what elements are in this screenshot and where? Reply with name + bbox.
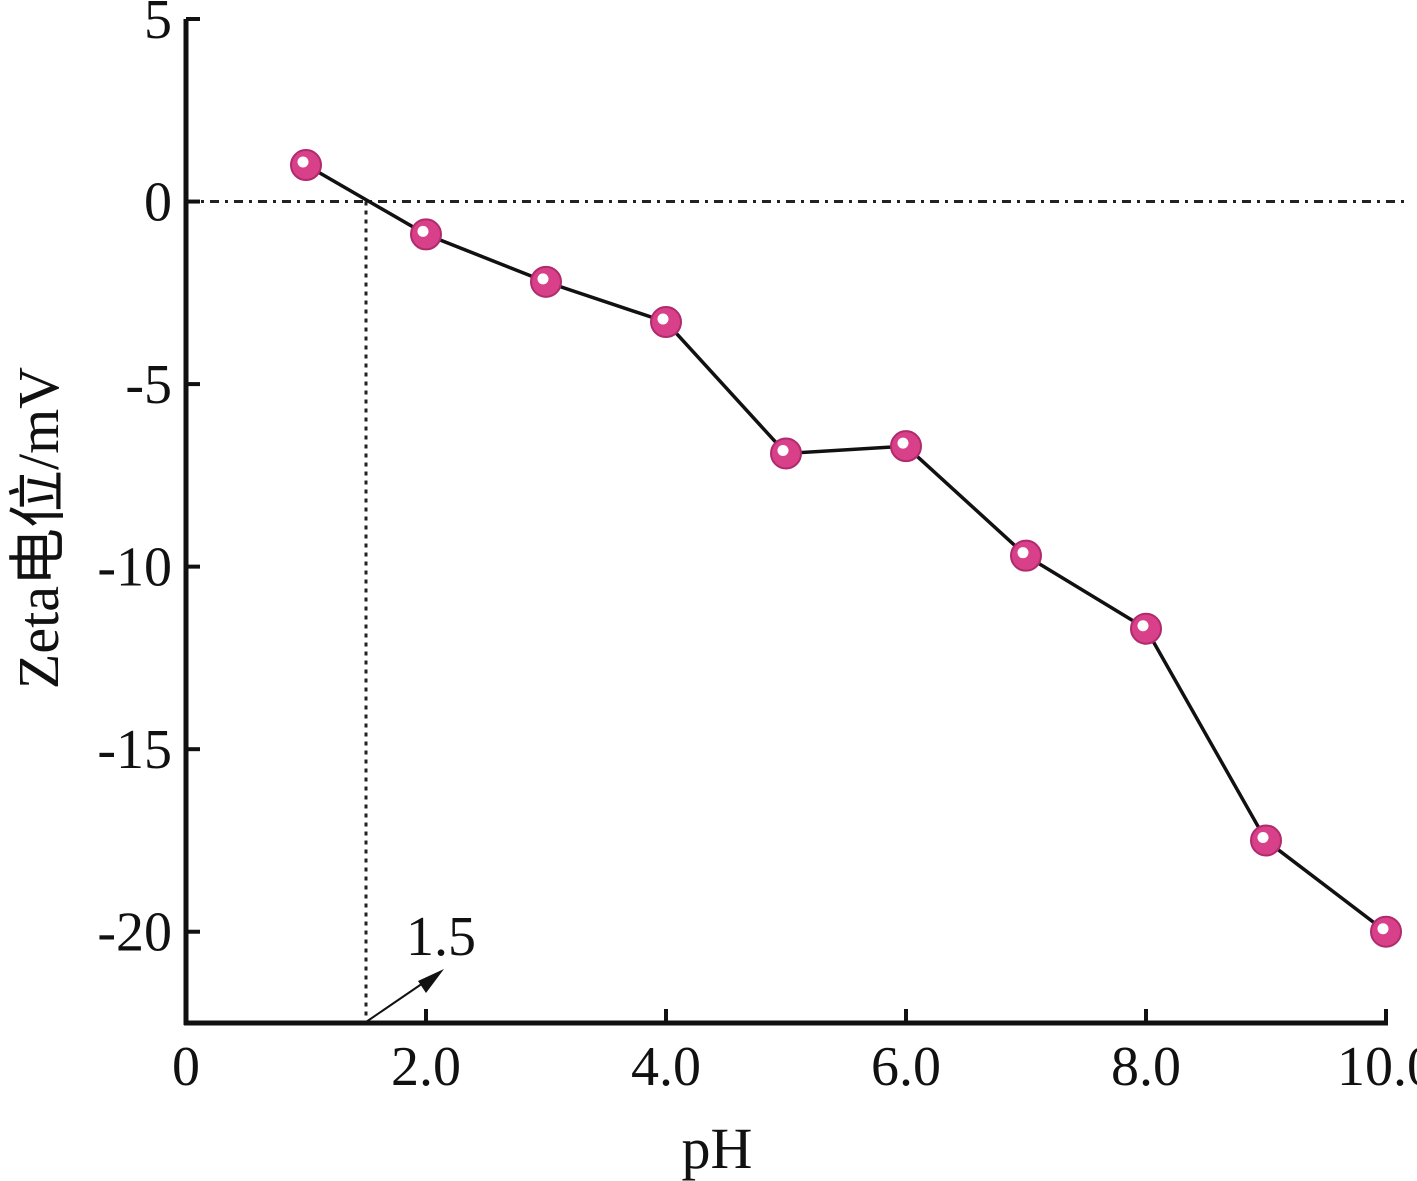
y-tick-label: -20 (97, 902, 172, 964)
data-point (890, 430, 922, 463)
data-point (1010, 539, 1042, 572)
data-point (1370, 915, 1402, 948)
y-tick-label: -15 (97, 719, 172, 781)
annotation-label: 1.5 (406, 906, 476, 968)
y-tick-label: -10 (97, 537, 172, 599)
x-tick-label: 10.0 (1337, 1036, 1417, 1098)
x-tick-label: 4.0 (631, 1036, 701, 1098)
data-point (770, 437, 802, 470)
annotation-arrow-head (418, 969, 444, 993)
y-tick-label: 5 (144, 0, 172, 51)
data-point (1130, 612, 1162, 645)
y-ticks: 5 0 -5 -10 -15 -20 (97, 0, 200, 964)
x-axis-label: pH (682, 1116, 753, 1181)
axes (183, 19, 1388, 1026)
y-axis-label: Zeta电位/mV (6, 367, 71, 689)
data-point (290, 149, 322, 182)
x-tick-label: 8.0 (1111, 1036, 1181, 1098)
annotation-arrow-shaft (365, 980, 427, 1023)
x-ticks: 0 2.0 4.0 6.0 8.0 10.0 (172, 1009, 1417, 1098)
data-point (530, 265, 562, 298)
data-point (650, 306, 682, 339)
data-point (1250, 824, 1282, 857)
annotation-layer: 1.5 (365, 906, 476, 1023)
y-tick-label: -5 (125, 354, 172, 416)
x-tick-label: 6.0 (871, 1036, 941, 1098)
y-tick-label: 0 (144, 172, 172, 234)
reference-lines (186, 200, 1410, 1023)
series-layer (290, 149, 1402, 948)
x-tick-label: 2.0 (391, 1036, 461, 1098)
series-line (305, 163, 1388, 934)
data-point (410, 218, 442, 251)
x-tick-label: 0 (172, 1036, 200, 1098)
